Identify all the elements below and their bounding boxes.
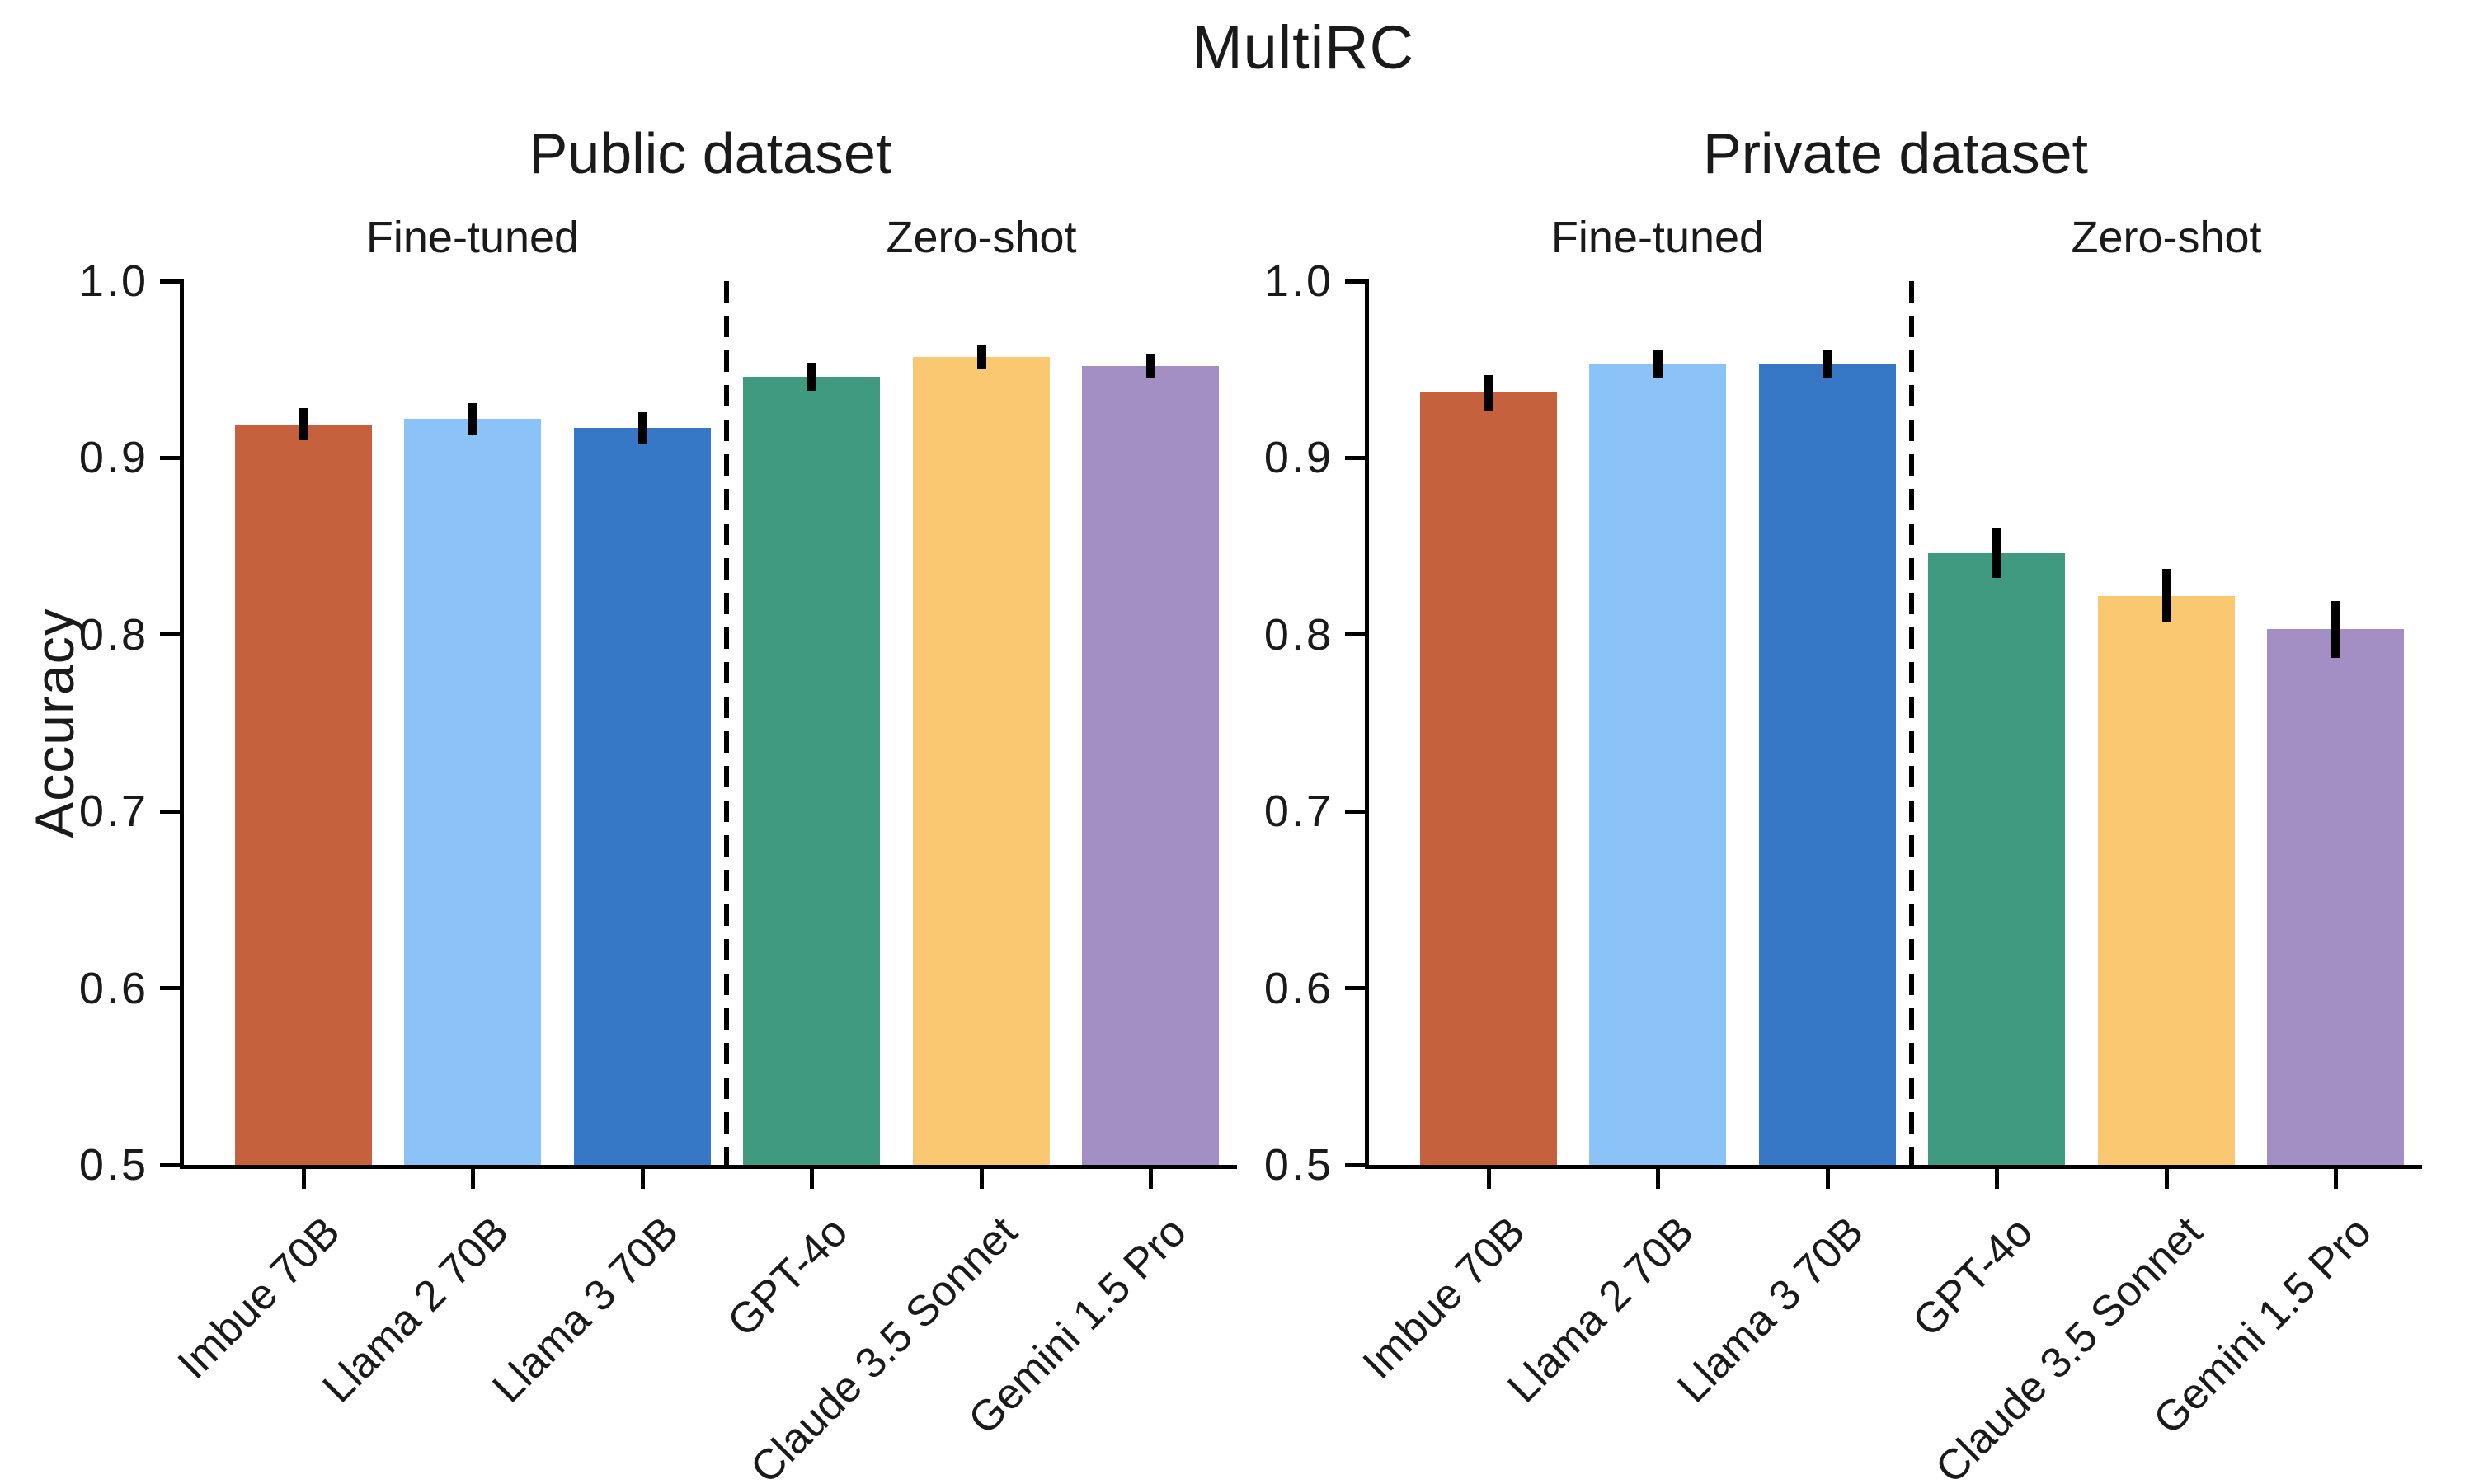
y-tick-0.7	[160, 809, 180, 814]
y-tick-1.0	[160, 279, 180, 284]
bar-gemini-1-5-pro	[1082, 365, 1219, 1165]
chart-title: MultiRC	[1191, 13, 1415, 82]
y-tick-0.9	[1345, 455, 1365, 460]
x-tick-label-gpt-4o: GPT-4o	[718, 1208, 858, 1346]
panel-private-dataset: Private dataset Fine-tuned Zero-shot 1.0…	[1264, 0, 2422, 1484]
x-tick-label-imbue-70b: Imbue 70B	[168, 1208, 350, 1388]
group-label-fine-tuned: Fine-tuned	[1550, 213, 1765, 262]
x-tick-llama-2-70b	[1655, 1169, 1660, 1189]
y-tick-0.6	[1345, 986, 1365, 991]
y-tick-0.5	[160, 1162, 180, 1167]
y-tick-label-0.5: 0.5	[78, 1140, 148, 1190]
y-tick-0.6	[160, 986, 180, 991]
bar-gpt-4o	[1928, 553, 2065, 1165]
y-tick-1.0	[1345, 279, 1365, 284]
y-tick-label-0.5: 0.5	[1263, 1140, 1333, 1190]
panel-title-private: Private dataset	[1703, 121, 2088, 186]
errorbar-imbue-70b	[1484, 374, 1493, 411]
group-label-fine-tuned: Fine-tuned	[365, 213, 580, 262]
y-tick-label-1.0: 1.0	[1263, 256, 1333, 306]
panel-title-public: Public dataset	[529, 121, 892, 186]
errorbar-claude-3-5-sonnet	[976, 345, 986, 370]
y-tick-label-0.6: 0.6	[78, 963, 148, 1013]
x-tick-llama-3-70b	[640, 1169, 645, 1189]
bar-imbue-70b	[1420, 392, 1557, 1165]
bar-imbue-70b	[235, 424, 372, 1165]
x-tick-imbue-70b	[301, 1169, 306, 1189]
group-label-zero-shot: Zero-shot	[2071, 213, 2262, 262]
y-tick-label-0.9: 0.9	[1263, 433, 1333, 483]
group-divider-dashed-line	[1909, 281, 1914, 1165]
errorbar-gpt-4o	[1992, 528, 2001, 579]
y-tick-0.7	[1345, 809, 1365, 814]
errorbar-gpt-4o	[807, 362, 816, 391]
bar-gpt-4o	[743, 376, 880, 1165]
bar-llama-2-70b	[1589, 364, 1726, 1165]
x-tick-label-imbue-70b: Imbue 70B	[1353, 1208, 1535, 1388]
y-tick-0.5	[1345, 1162, 1365, 1167]
errorbar-gemini-1-5-pro	[1145, 353, 1155, 378]
x-tick-imbue-70b	[1486, 1169, 1491, 1189]
x-tick-llama-3-70b	[1825, 1169, 1830, 1189]
bar-llama-2-70b	[404, 419, 541, 1165]
bar-claude-3-5-sonnet	[913, 357, 1050, 1165]
x-tick-label-gpt-4o: GPT-4o	[1903, 1208, 2043, 1346]
y-tick-label-0.9: 0.9	[78, 433, 148, 483]
axes-public: 1.0 0.9 0.8 0.7 0.6 0.5 Imbue 70B Llama 2 70B Ll…	[79, 256, 1237, 1484]
errorbar-llama-3-70b	[637, 411, 647, 444]
x-tick-llama-2-70b	[470, 1169, 475, 1189]
bar-claude-3-5-sonnet	[2098, 595, 2235, 1165]
y-tick-label-0.6: 0.6	[1263, 963, 1333, 1013]
bar-llama-3-70b	[1759, 364, 1896, 1165]
bar-gemini-1-5-pro	[2267, 629, 2404, 1165]
y-tick-label-0.8: 0.8	[1263, 609, 1333, 660]
y-tick-label-1.0: 1.0	[78, 256, 148, 306]
group-label-zero-shot: Zero-shot	[886, 213, 1077, 262]
errorbar-llama-3-70b	[1823, 350, 1832, 378]
y-axis-spine	[180, 279, 184, 1169]
x-axis-spine	[1365, 1165, 2422, 1169]
y-axis-spine	[1365, 279, 1369, 1169]
y-tick-0.9	[160, 455, 180, 460]
panel-public-dataset: Public dataset Fine-tuned Zero-shot 1.0 0…	[79, 0, 1237, 1484]
x-axis-spine	[180, 1165, 1237, 1169]
y-tick-0.8	[160, 632, 180, 637]
errorbar-imbue-70b	[299, 408, 308, 440]
y-tick-label-0.7: 0.7	[78, 787, 148, 837]
x-tick-gpt-4o	[1994, 1169, 1999, 1189]
errorbar-claude-3-5-sonnet	[2161, 569, 2171, 622]
errorbar-llama-2-70b	[1653, 350, 1663, 378]
y-tick-label-0.8: 0.8	[78, 609, 148, 660]
y-tick-0.8	[1345, 632, 1365, 637]
x-tick-gemini-1-5-pro	[1148, 1169, 1153, 1189]
x-tick-claude-3-5-sonnet	[979, 1169, 984, 1189]
axes-private: 1.0 0.9 0.8 0.7 0.6 0.5 Imbue 70B Llama 2 70B Ll…	[1264, 256, 2422, 1484]
group-divider-dashed-line	[724, 281, 729, 1165]
x-tick-gpt-4o	[809, 1169, 814, 1189]
y-tick-label-0.7: 0.7	[1263, 787, 1333, 837]
errorbar-llama-2-70b	[468, 402, 477, 435]
bar-llama-3-70b	[574, 427, 711, 1165]
errorbar-gemini-1-5-pro	[2331, 601, 2340, 658]
x-tick-claude-3-5-sonnet	[2164, 1169, 2169, 1189]
x-tick-gemini-1-5-pro	[2333, 1169, 2338, 1189]
